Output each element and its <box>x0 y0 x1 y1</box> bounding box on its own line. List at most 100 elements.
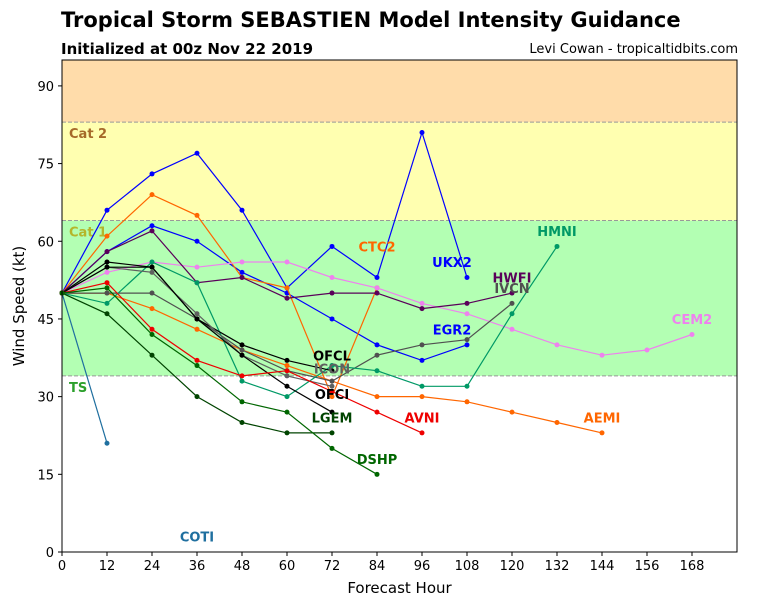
x-tick-label: 96 <box>414 559 431 574</box>
point-avni <box>149 326 155 332</box>
point-ofcl <box>239 342 245 348</box>
point-ofcl <box>284 357 290 363</box>
y-tick-label: 45 <box>37 313 54 328</box>
series-ofci <box>59 264 335 415</box>
x-tick-label: 132 <box>545 559 570 574</box>
series-label-egr2: EGR2 <box>433 323 472 338</box>
point-icon <box>284 373 290 379</box>
plot-frame <box>61 59 738 553</box>
point-cem2 <box>239 259 245 265</box>
point-egr2 <box>374 342 380 348</box>
x-tick-label: 108 <box>455 559 480 574</box>
series-dshp <box>59 285 380 477</box>
series-label-coti: COTI <box>180 531 214 546</box>
point-egr2 <box>329 316 335 322</box>
point-hwfi <box>374 290 380 296</box>
series-label-ivcn: IVCN <box>494 282 529 297</box>
point-hwfi <box>509 290 515 296</box>
point-cem2 <box>689 331 695 337</box>
point-aemi <box>464 399 470 405</box>
band-label-ts: TS <box>69 381 87 396</box>
series-label-lgem: LGEM <box>312 412 353 427</box>
series-label-ukx2: UKX2 <box>432 256 472 271</box>
point-ivcn <box>329 378 335 384</box>
point-lgem <box>239 420 245 426</box>
y-tick-label: 90 <box>37 80 54 95</box>
point-avni <box>374 409 380 415</box>
series-label-hmni: HMNI <box>537 225 577 240</box>
x-tick-label: 156 <box>635 559 660 574</box>
series-label-ctc2: CTC2 <box>359 241 396 256</box>
x-tick-label: 60 <box>279 559 296 574</box>
point-ofci <box>284 383 290 389</box>
series-line-dshp <box>61 287 378 475</box>
point-dshp <box>284 409 290 415</box>
point-hmni <box>509 311 515 317</box>
point-hwfi <box>149 228 155 234</box>
point-ivcn <box>104 290 110 296</box>
series-label-ofcl: OFCL <box>313 349 351 364</box>
x-tick-label: 168 <box>680 559 705 574</box>
point-egr2 <box>464 342 470 348</box>
point-cem2 <box>464 311 470 317</box>
point-hmni <box>464 383 470 389</box>
point-ukx2 <box>329 243 335 249</box>
point-egr2 <box>239 269 245 275</box>
y-axis-label: Wind Speed (kt) <box>10 246 28 367</box>
point-lgem <box>149 352 155 358</box>
x-tick-label: 24 <box>144 559 161 574</box>
point-hmni <box>374 368 380 374</box>
x-tick-label: 36 <box>189 559 206 574</box>
point-egr2 <box>419 357 425 363</box>
point-aemi <box>149 306 155 312</box>
y-tick-label: 75 <box>37 158 54 173</box>
point-avni <box>194 357 200 363</box>
series-label-cem2: CEM2 <box>672 313 712 328</box>
point-dshp <box>329 445 335 451</box>
y-tick-label: 30 <box>37 391 54 406</box>
point-cem2 <box>329 275 335 281</box>
point-ofci <box>194 316 200 322</box>
x-tick-label: 84 <box>369 559 386 574</box>
point-ofci <box>149 264 155 270</box>
point-ivcn <box>509 300 515 306</box>
point-ctc2 <box>194 212 200 218</box>
point-cem2 <box>284 259 290 265</box>
point-hwfi <box>464 300 470 306</box>
point-hwfi <box>239 275 245 281</box>
point-ctc2 <box>284 285 290 291</box>
band-label-cat-2: Cat 2 <box>69 127 107 142</box>
series-line-coti <box>61 292 108 444</box>
point-hwfi <box>284 295 290 301</box>
point-ofcl <box>329 368 335 374</box>
point-cem2 <box>419 300 425 306</box>
point-cem2 <box>599 352 605 358</box>
point-hmni <box>239 378 245 384</box>
point-ctc2 <box>149 192 155 198</box>
point-icon <box>194 311 200 317</box>
series-ukx2 <box>59 130 470 296</box>
point-cem2 <box>554 342 560 348</box>
series-label-icon: ICON <box>314 362 350 377</box>
x-tick-label: 120 <box>500 559 525 574</box>
point-aemi <box>554 420 560 426</box>
point-dshp <box>374 471 380 477</box>
model-lines <box>59 130 695 477</box>
point-egr2 <box>194 238 200 244</box>
point-ukx2 <box>104 207 110 213</box>
point-lgem <box>104 311 110 317</box>
point-ofci <box>329 409 335 415</box>
point-icon <box>149 269 155 275</box>
point-icon <box>329 383 335 389</box>
x-tick-label: 0 <box>58 559 66 574</box>
point-hmni <box>419 383 425 389</box>
point-cem2 <box>194 264 200 270</box>
point-ctc2 <box>329 394 335 400</box>
point-cem2 <box>509 326 515 332</box>
point-hwfi <box>419 306 425 312</box>
point-avni <box>329 388 335 394</box>
x-tick-label: 48 <box>234 559 251 574</box>
point-hmni <box>329 363 335 369</box>
point-lgem <box>329 430 335 436</box>
